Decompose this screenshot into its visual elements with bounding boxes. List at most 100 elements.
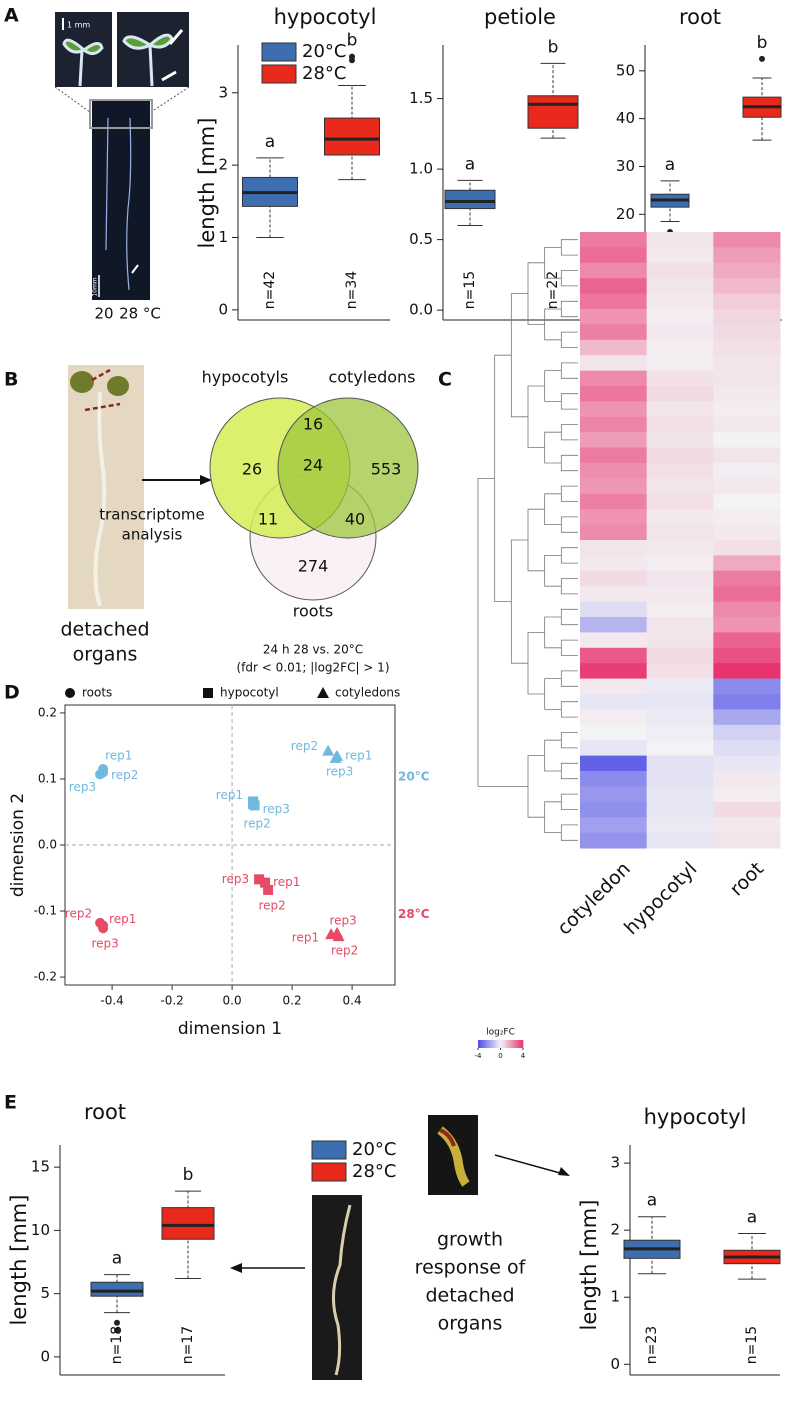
heatmap-cell	[713, 540, 781, 556]
point-label: rep2	[111, 768, 138, 782]
heatmap-cell	[713, 447, 781, 464]
heatmap-cell	[580, 401, 648, 418]
n-label: n=22	[545, 271, 561, 309]
point-label: rep1	[216, 788, 243, 802]
dendrogram-branch	[494, 354, 512, 602]
legend-label: 20°C	[352, 1139, 396, 1160]
arrowhead	[200, 475, 212, 485]
photo	[92, 100, 150, 300]
colorbar-segment	[478, 1040, 481, 1048]
heatmap-cell	[713, 663, 781, 680]
heatmap-cell	[713, 463, 781, 479]
y-tick-label: 0.2	[38, 705, 57, 719]
x-axis-label: dimension 1	[178, 1019, 282, 1039]
heatmap-cell	[713, 278, 781, 295]
organ	[332, 1204, 352, 1376]
x-tick-label: 0.2	[283, 994, 302, 1008]
dendrogram-branch	[477, 478, 528, 787]
heatmap-cell	[580, 293, 648, 310]
heatmap-cell	[713, 771, 781, 787]
panel-e-photos: growth response of detached organs	[230, 1115, 570, 1380]
venn-count: 26	[242, 460, 262, 479]
heatmap-cell	[713, 617, 781, 633]
zoom-box	[89, 99, 153, 129]
heatmap-cell	[646, 278, 714, 295]
heatmap-cell	[713, 786, 781, 803]
point-label: rep1	[109, 912, 136, 926]
n-label: n=34	[344, 271, 360, 310]
heatmap-cell	[713, 694, 781, 710]
colorbar-segment	[482, 1040, 486, 1048]
colorbar-label: log₂FC	[486, 1028, 515, 1038]
legend-marker	[65, 688, 75, 698]
heatmap-cell	[646, 293, 714, 310]
heatmap-cell	[580, 755, 648, 772]
cotyledon	[107, 376, 129, 396]
scale-label: 10mm	[92, 277, 99, 296]
heatmap-cell	[646, 370, 714, 387]
zoom-line	[54, 86, 91, 113]
point	[249, 800, 260, 811]
outlier	[114, 1319, 120, 1326]
box	[90, 1281, 144, 1297]
legend-swatch	[311, 1140, 347, 1160]
heatmap-cell	[580, 232, 648, 248]
caption: analysis	[122, 526, 183, 544]
root	[105, 117, 132, 291]
heatmap-cell	[713, 416, 781, 433]
box	[324, 117, 380, 156]
heatmap-cell	[646, 786, 714, 803]
heatmap-cell	[580, 570, 648, 587]
heatmap-cell	[580, 832, 648, 849]
heatmap-cell	[713, 493, 781, 510]
seedling	[122, 33, 174, 87]
heatmap-cell	[580, 709, 648, 726]
temperature-label: 28°C	[398, 907, 430, 921]
heatmap-cell	[646, 755, 714, 772]
heatmap-cell	[580, 540, 648, 556]
heatmap-cell	[646, 694, 714, 710]
venn-count: 24	[303, 456, 323, 475]
dendrogram-branch	[544, 431, 562, 464]
colorbar-segment	[509, 1040, 513, 1048]
x-tick-label: -0.2	[160, 994, 183, 1008]
heatmap-cell	[646, 447, 714, 464]
legend-swatch	[311, 1162, 347, 1182]
y-tick-label: -0.2	[34, 970, 57, 984]
significance-letter: a	[747, 1208, 757, 1228]
heatmap-cell	[646, 463, 714, 479]
heatmap-cell	[713, 524, 781, 541]
y-tick-label: 1.0	[409, 160, 433, 178]
heatmap-cell	[713, 647, 781, 664]
organ	[439, 1128, 456, 1147]
seedling-photos: 1 mm 10mm 20 28 °C	[54, 12, 190, 323]
heatmap-cell	[646, 601, 714, 618]
x-tick-label: 0.4	[343, 994, 362, 1008]
y-tick-label: 0.0	[38, 838, 57, 852]
colorbar-segment	[511, 1040, 515, 1048]
heatmap-cell	[646, 432, 714, 449]
point-label: rep1	[292, 931, 319, 945]
panel-letter: A	[4, 5, 19, 27]
arrowhead	[558, 1167, 570, 1176]
heatmap-cell	[580, 509, 648, 526]
colorbar-segment	[491, 1040, 495, 1048]
heatmap-cell	[580, 786, 648, 803]
n-label: n=17	[180, 1326, 196, 1364]
heatmap-cell	[713, 401, 781, 418]
heatmap-cell	[646, 386, 714, 402]
caption: detached	[60, 619, 149, 641]
heatmap-cell	[580, 801, 648, 818]
panel-letter: D	[4, 682, 20, 704]
heatmap-cell	[580, 586, 648, 603]
heatmap-cell	[646, 801, 714, 818]
heatmap-cell	[646, 262, 714, 279]
heatmap-cell	[646, 416, 714, 433]
dendrogram-branch	[544, 370, 562, 402]
colorbar-tick-label: 4	[521, 1052, 526, 1060]
colorbar-segment	[502, 1040, 506, 1048]
chart-title: hypocotyl	[274, 5, 377, 29]
point	[322, 744, 335, 756]
heatmap-cell	[580, 386, 648, 402]
caption: response of	[415, 1257, 527, 1279]
